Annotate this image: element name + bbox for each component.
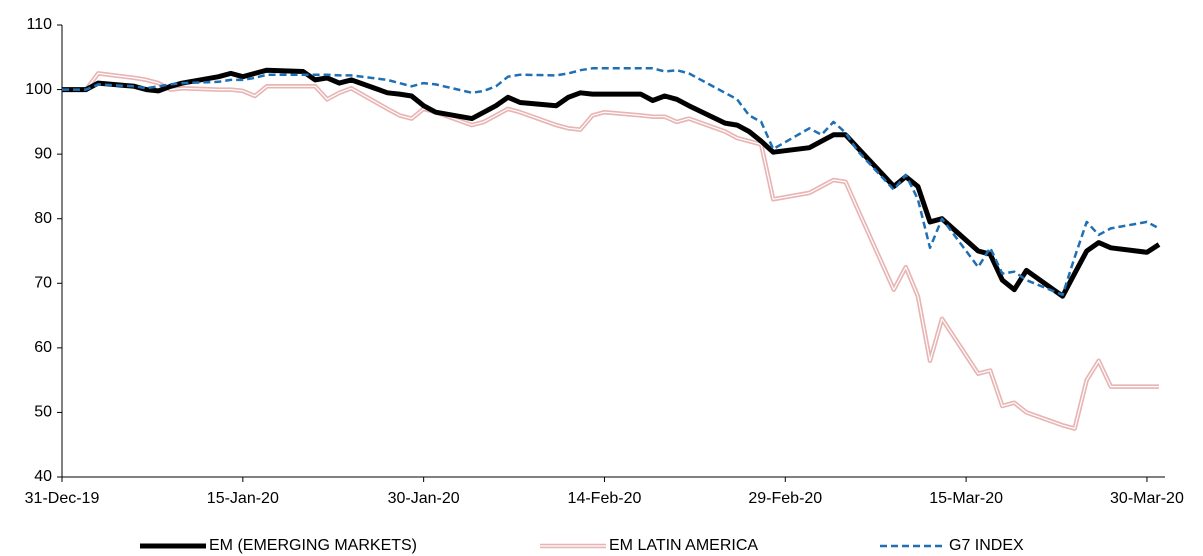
y-tick-label: 40 xyxy=(34,468,52,485)
y-tick-label: 70 xyxy=(34,275,52,292)
series-line xyxy=(62,67,1160,297)
series-line-inner xyxy=(62,72,1159,430)
legend-label: G7 INDEX xyxy=(949,537,1024,554)
x-tick-label: 15-Mar-20 xyxy=(929,490,1003,507)
y-tick-label: 100 xyxy=(25,81,52,98)
x-tick-label: 14-Feb-20 xyxy=(568,490,642,507)
y-tick-label: 80 xyxy=(34,210,52,227)
y-tick-label: 60 xyxy=(34,339,52,356)
x-tick-label: 29-Feb-20 xyxy=(748,490,822,507)
x-tick-label: 30-Jan-20 xyxy=(388,490,460,507)
legend-label: EM (EMERGING MARKETS) xyxy=(209,537,417,554)
y-tick-label: 110 xyxy=(26,16,52,33)
x-tick-label: 30-Mar-20 xyxy=(1110,490,1184,507)
legend-label: EM LATIN AMERICA xyxy=(609,537,758,554)
x-tick-label: 31-Dec-19 xyxy=(25,490,100,507)
x-tick-label: 15-Jan-20 xyxy=(207,490,279,507)
series-line xyxy=(62,67,1161,299)
series-line xyxy=(62,71,1159,431)
y-tick-label: 50 xyxy=(34,404,52,421)
y-tick-label: 90 xyxy=(34,145,52,162)
